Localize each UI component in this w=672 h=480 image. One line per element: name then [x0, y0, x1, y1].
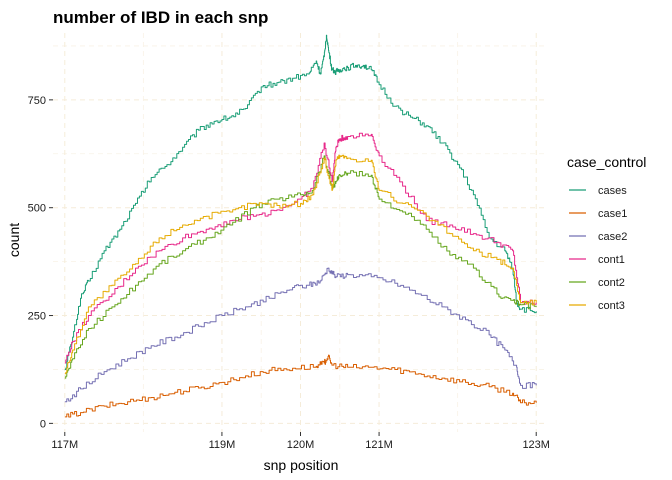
series-line-case1	[64, 354, 537, 418]
series-line-cont2	[64, 155, 537, 379]
legend-label-cont3: cont3	[598, 300, 625, 312]
grid	[53, 33, 548, 432]
legend-label-cases: cases	[598, 185, 627, 197]
chart-title: number of IBD in each snp	[53, 8, 268, 27]
x-tick-label: 117M	[51, 439, 78, 451]
series-lines	[64, 34, 537, 418]
x-axis-title: snp position	[264, 457, 339, 473]
series-line-cont3	[64, 154, 537, 375]
legend-label-cont1: cont1	[598, 254, 625, 266]
y-tick-label: 0	[40, 418, 46, 430]
legend-title: case_control	[567, 154, 646, 170]
x-tick-label: 123M	[522, 439, 550, 451]
series-line-cases	[64, 34, 537, 370]
x-axis: 117M 119M 120M 121M 123M	[51, 432, 550, 451]
y-tick-label: 500	[28, 203, 46, 215]
y-tick-label: 250	[28, 311, 46, 323]
legend-label-case1: case1	[598, 208, 627, 220]
series-line-cont1	[64, 132, 537, 364]
x-tick-label: 121M	[365, 439, 393, 451]
legend: case_control cases case1 case2 cont1 cont2 co…	[567, 154, 646, 312]
legend-label-cont2: cont2	[598, 277, 625, 289]
x-tick-label: 120M	[287, 439, 315, 451]
legend-items: cases case1 case2 cont1 cont2 cont3	[569, 185, 627, 312]
series-line-case2	[64, 267, 537, 403]
x-tick-label: 119M	[209, 439, 236, 451]
legend-label-case2: case2	[598, 231, 627, 243]
y-axis: 0 250 500 750	[28, 95, 53, 430]
y-axis-title: count	[6, 223, 22, 257]
y-tick-label: 750	[28, 95, 46, 107]
